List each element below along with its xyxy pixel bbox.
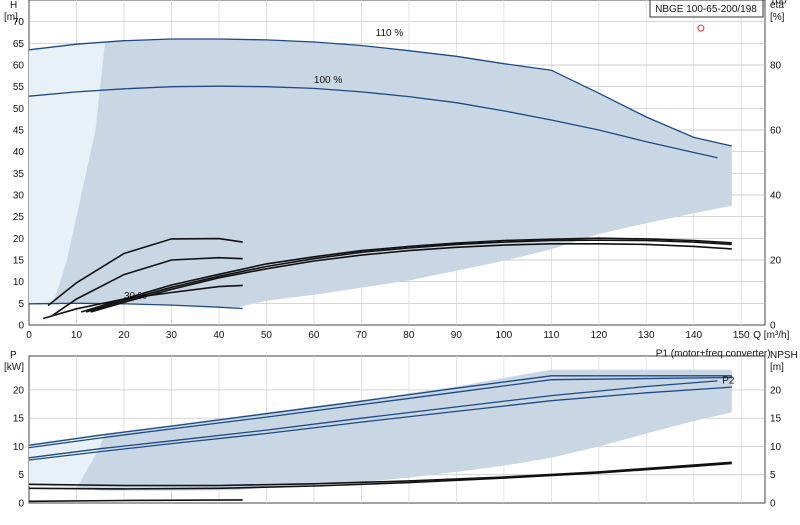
y-left-axis-title: P <box>10 350 17 361</box>
series-line-3 <box>28 380 718 459</box>
y-left-tick-label: 5 <box>18 299 24 310</box>
curve-label-3: 30 % <box>124 291 147 302</box>
series-line-3 <box>28 302 243 310</box>
x-tick-label: 110 <box>543 330 559 341</box>
x-tick-label: 70 <box>356 330 368 341</box>
y-right-axis-unit: [%] <box>770 12 785 23</box>
y-left-tick-label: 10 <box>13 442 25 453</box>
x-tick-label: 100 <box>495 330 512 341</box>
bottom-panel: P1 (motor+freq.converter)P20510152005101… <box>4 348 798 509</box>
y-left-tick-label: 25 <box>13 212 25 223</box>
y-left-tick-label: 50 <box>13 104 25 115</box>
y-left-tick-label: 15 <box>13 256 25 267</box>
x-tick-label: 120 <box>590 330 607 341</box>
series-group <box>28 375 732 503</box>
y-right-tick-label: 5 <box>770 470 776 481</box>
tick-labels: 0 5 10 15 20 0 5 10 15 20 <box>13 385 782 509</box>
x-tick-label: 30 <box>166 330 178 341</box>
y-left-tick-label: 65 <box>13 39 25 50</box>
y-right-tick-label: 40 <box>770 191 782 202</box>
series-line-8 <box>85 239 732 313</box>
x-tick-label: 40 <box>213 330 225 341</box>
y-right-axis-title: NPSH <box>770 350 798 361</box>
y-left-tick-label: 30 <box>13 191 25 202</box>
series-line-6 <box>28 462 732 490</box>
y-right-tick-label: 15 <box>770 414 782 425</box>
curve-label-1: 110 % <box>376 28 404 39</box>
x-axis-label: Q [m³/h] <box>753 330 789 341</box>
y-left-axis-unit: [kW] <box>4 362 24 373</box>
y-left-tick-label: 20 <box>13 385 25 396</box>
x-tick-label: 130 <box>638 330 655 341</box>
y-right-tick-label: 0 <box>770 321 776 332</box>
y-right-tick-label: 20 <box>770 256 782 267</box>
x-tick-label: 10 <box>71 330 83 341</box>
x-tick-label: 60 <box>308 330 320 341</box>
y-left-tick-label: 10 <box>13 277 25 288</box>
y-left-tick-label: 0 <box>18 321 24 332</box>
series-line-1 <box>28 38 732 147</box>
y-left-tick-label: 20 <box>13 234 25 245</box>
y-right-tick-label: 0 <box>770 499 776 510</box>
x-tick-label: 140 <box>685 330 702 341</box>
series-line-7 <box>28 499 243 503</box>
y-left-tick-label: 70 <box>13 17 25 28</box>
x-tick-label: 50 <box>261 330 273 341</box>
y-right-tick-label: 100 <box>770 0 787 7</box>
curve-label-2: P2 <box>722 375 735 386</box>
y-left-axis-unit: [m] <box>4 12 18 23</box>
y-right-axis-unit: [m] <box>770 362 784 373</box>
y-left-tick-label: 55 <box>13 82 25 93</box>
y-left-tick-label: 60 <box>13 61 25 72</box>
x-tick-label: 0 <box>26 330 32 341</box>
x-tick-label: 20 <box>118 330 130 341</box>
y-left-tick-label: 15 <box>13 414 25 425</box>
y-left-tick-label: 0 <box>18 499 24 510</box>
y-left-tick-label: 45 <box>13 126 25 137</box>
operating-envelope-light <box>29 42 105 304</box>
operating-point-marker <box>697 24 705 32</box>
series-line-1 <box>28 375 732 446</box>
series-line-5 <box>52 256 243 316</box>
series-line-7 <box>80 237 732 313</box>
x-tick-label: 90 <box>451 330 463 341</box>
model-label-box: NBGE 100-65-200/198 <box>649 0 764 18</box>
series-line-5 <box>28 461 732 487</box>
top-panel: 110 % 100 % 30 % 0 5 10 15 20 25 30 35 40 45 50 55 60 65… <box>4 0 790 341</box>
y-right-axis-title: eta <box>770 0 784 11</box>
curve-label-2: 100 % <box>314 75 342 86</box>
model-label: NBGE 100-65-200/198 <box>655 4 757 15</box>
y-left-tick-label: 35 <box>13 169 25 180</box>
series-line-9 <box>90 243 732 313</box>
y-left-axis-title: H <box>10 0 17 11</box>
x-tick-label: 150 <box>733 330 750 341</box>
series-line-2 <box>28 85 718 159</box>
x-tick-label: 80 <box>403 330 415 341</box>
y-right-tick-label: 20 <box>770 385 782 396</box>
y-left-tick-label: 40 <box>13 147 25 158</box>
series-line-4 <box>47 237 243 307</box>
series-group <box>28 38 732 320</box>
series-line-4 <box>28 386 732 461</box>
y-left-tick-label: 5 <box>18 470 24 481</box>
curve-label-1: P1 (motor+freq.converter) <box>656 348 771 359</box>
operating-envelope-light <box>29 433 105 488</box>
y-right-tick-label: 60 <box>770 126 782 137</box>
tick-labels: 0510152025303540455055606570020406080100… <box>13 0 787 341</box>
series-line-2 <box>28 376 732 449</box>
y-right-tick-label: 10 <box>770 442 782 453</box>
y-right-tick-label: 80 <box>770 61 782 72</box>
